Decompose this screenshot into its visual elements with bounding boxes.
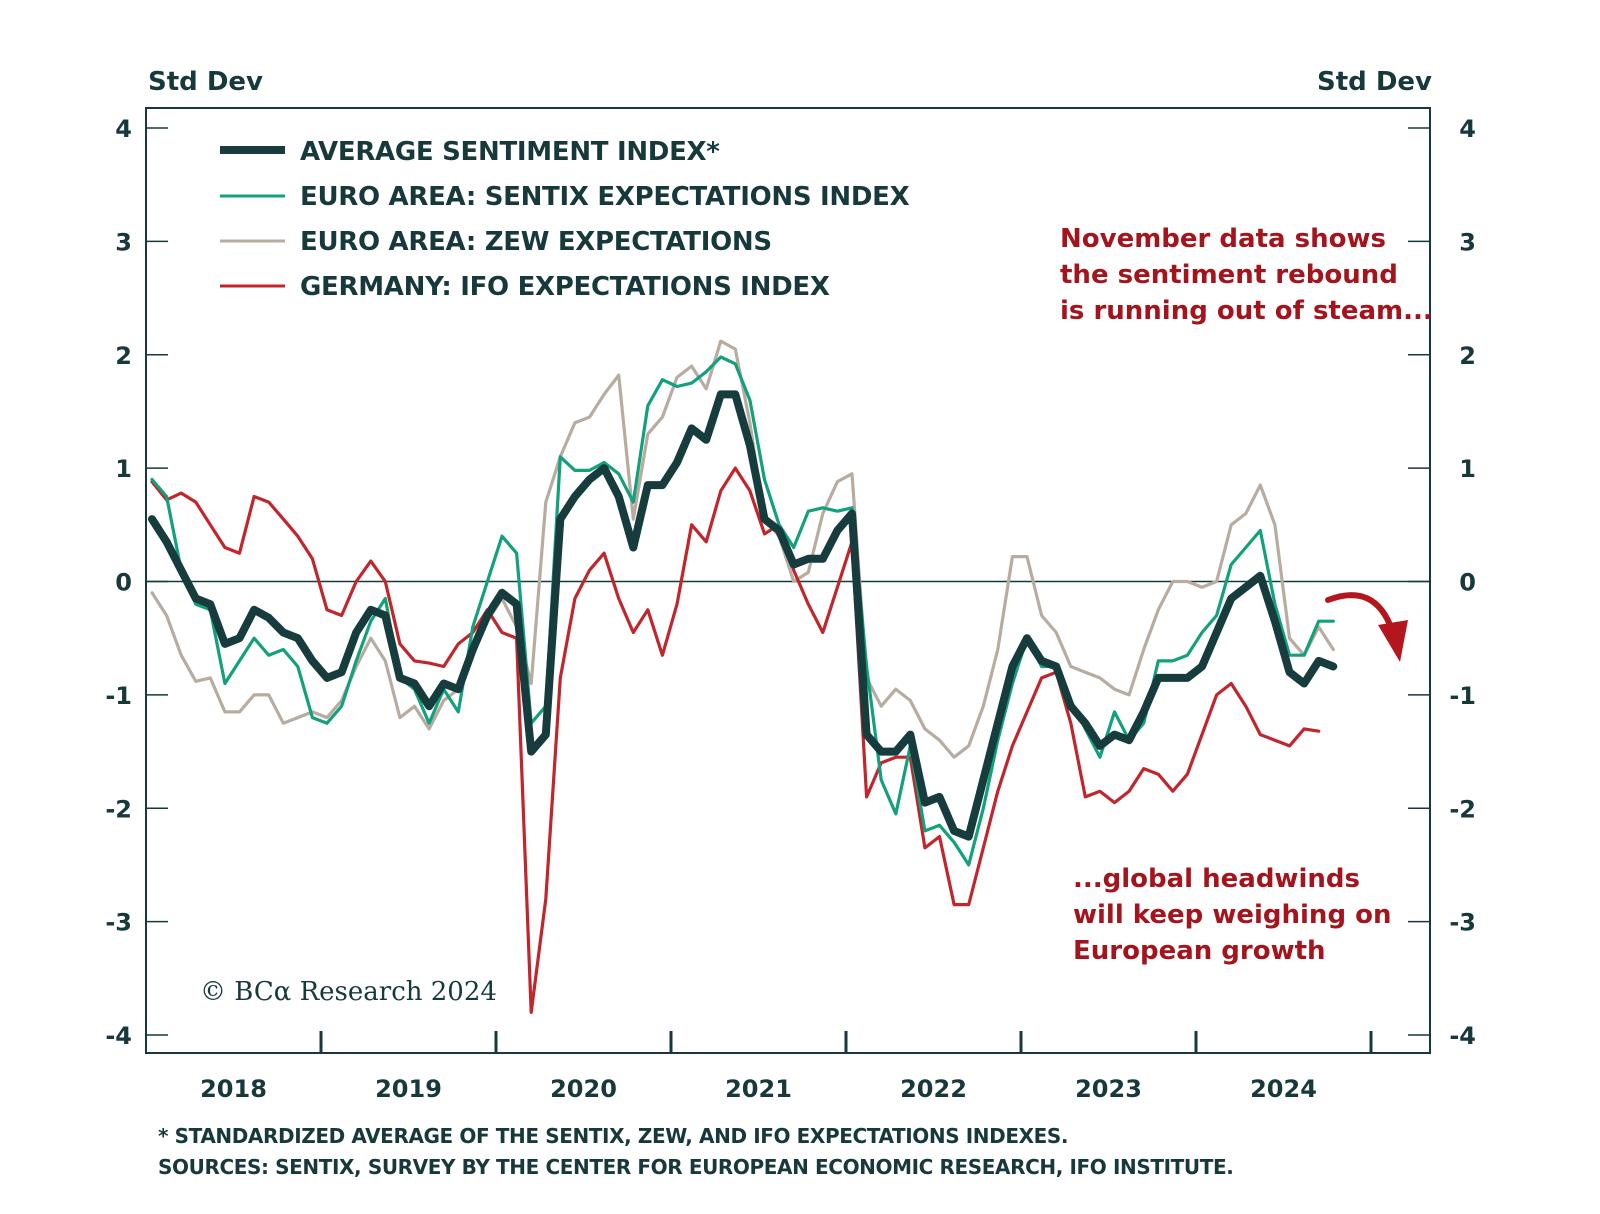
y-tick-label-left: 4: [115, 115, 132, 143]
y-tick-label-right: -3: [1449, 909, 1476, 937]
x-tick-label: 2018: [200, 1075, 267, 1103]
y-tick-label-left: 0: [115, 569, 132, 597]
y-tick-label-left: 2: [115, 342, 132, 370]
x-tick-label: 2023: [1075, 1075, 1142, 1103]
annotation-bottom-line-2: will keep weighing on: [1073, 900, 1391, 930]
plot-frame: [145, 107, 1431, 1054]
legend-label-sentix: EURO AREA: SENTIX EXPECTATIONS INDEX: [300, 182, 910, 212]
annotation-top-line-3: is running out of steam...: [1060, 296, 1433, 326]
y-tick-label-right: 1: [1459, 455, 1476, 483]
y-tick-label-left: -3: [105, 909, 132, 937]
y-ticks-left: 4 3 2 1 0 -1 -2 -3 -4: [105, 115, 168, 1050]
legend-label-zew: EURO AREA: ZEW EXPECTATIONS: [300, 227, 772, 257]
annotation-bottom-line-3: European growth: [1073, 936, 1326, 966]
x-ticks: 2018 2019 2020 2021 2022 2023 2024: [200, 1031, 1373, 1103]
y-tick-label-right: -2: [1449, 795, 1476, 823]
x-tick-label: 2020: [550, 1075, 617, 1103]
legend-item-sentix: EURO AREA: SENTIX EXPECTATIONS INDEX: [220, 182, 910, 212]
x-tick-label: 2021: [725, 1075, 792, 1103]
x-tick-label: 2019: [375, 1075, 442, 1103]
y-axis-left-unit: Std Dev: [148, 67, 263, 97]
y-tick-label-right: 0: [1459, 569, 1476, 597]
legend-item-ifo: GERMANY: IFO EXPECTATIONS INDEX: [220, 272, 830, 302]
y-tick-label-left: -1: [105, 682, 132, 710]
annotation-top-line-1: November data shows: [1060, 224, 1386, 254]
annotation-bottom-line-1: ...global headwinds: [1073, 864, 1360, 894]
copyright: © BCα Research 2024: [200, 977, 497, 1007]
legend: AVERAGE SENTIMENT INDEX* EURO AREA: SENT…: [220, 137, 910, 302]
y-tick-label-left: 1: [115, 455, 132, 483]
y-tick-label-right: -4: [1449, 1022, 1476, 1050]
y-axis-right-unit: Std Dev: [1317, 67, 1432, 97]
legend-item-zew: EURO AREA: ZEW EXPECTATIONS: [220, 227, 772, 257]
y-tick-label-right: -1: [1449, 682, 1476, 710]
footnote-definition: * STANDARDIZED AVERAGE OF THE SENTIX, ZE…: [158, 1124, 1068, 1148]
annotation-top: November data shows the sentiment reboun…: [1060, 224, 1433, 326]
annotation-bottom: ...global headwinds will keep weighing o…: [1073, 864, 1391, 966]
annotation-top-line-2: the sentiment rebound: [1060, 260, 1398, 290]
y-tick-label-right: 3: [1459, 228, 1476, 256]
downturn-arrow-icon: [1325, 592, 1408, 662]
y-tick-label-left: -2: [105, 795, 132, 823]
series-layer: [148, 339, 1338, 1014]
y-ticks-right: 4 3 2 1 0 -1 -2 -3 -4: [1408, 115, 1476, 1050]
legend-label-average: AVERAGE SENTIMENT INDEX*: [300, 137, 720, 167]
y-tick-label-right: 4: [1459, 115, 1476, 143]
footnote-sources: SOURCES: SENTIX, SURVEY BY THE CENTER FO…: [158, 1155, 1233, 1179]
y-tick-label-left: 3: [115, 228, 132, 256]
series-line-average-sentiment-index: [148, 390, 1338, 841]
legend-label-ifo: GERMANY: IFO EXPECTATIONS INDEX: [300, 272, 830, 302]
legend-item-average: AVERAGE SENTIMENT INDEX*: [220, 137, 721, 167]
x-tick-label: 2024: [1250, 1075, 1317, 1103]
y-tick-label-left: -4: [105, 1022, 132, 1050]
y-tick-label-right: 2: [1459, 342, 1476, 370]
series-line-euro-area-zew-expectations: [150, 339, 1335, 759]
x-tick-label: 2022: [900, 1075, 967, 1103]
series-line-germany-ifo-expectations-index: [150, 466, 1321, 1014]
